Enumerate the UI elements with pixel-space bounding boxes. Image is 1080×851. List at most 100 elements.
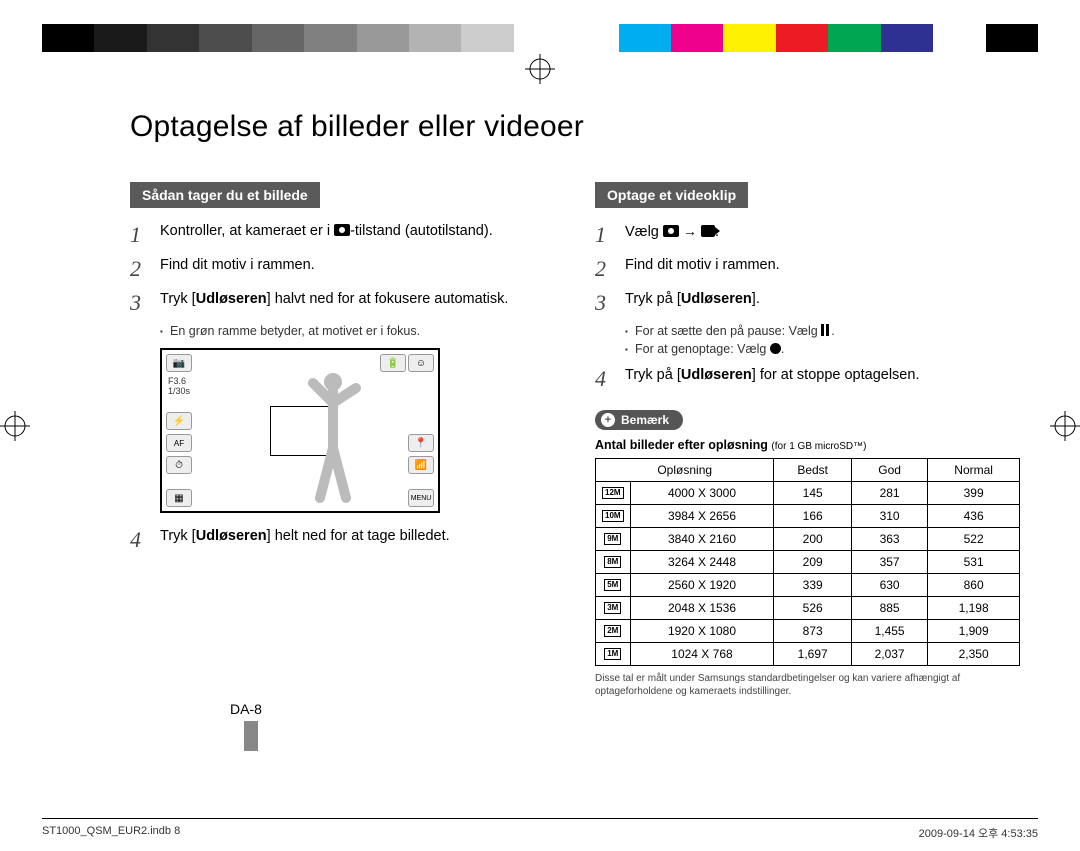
res-badge: 2M (596, 620, 631, 643)
good-count: 1,455 (851, 620, 927, 643)
left-step-1: 1 Kontroller, at kameraet er i -tilstand… (130, 222, 555, 246)
best-count: 166 (774, 505, 852, 528)
shutter-label: 1/30s (168, 386, 190, 396)
calibration-swatch (619, 24, 671, 52)
page-number-bar (244, 721, 258, 751)
print-file: ST1000_QSM_EUR2.indb 8 (42, 825, 180, 841)
table-title: Antal billeder efter opløsning (for 1 GB… (595, 438, 1020, 452)
res-badge: 9M (596, 528, 631, 551)
note-badge: +Bemærk (595, 410, 683, 430)
table-body: 12M4000 X 300014528139910M3984 X 2656166… (596, 482, 1020, 666)
step-body: Kontroller, at kameraet er i -tilstand (… (160, 222, 555, 246)
calibration-swatch (147, 24, 199, 52)
table-row: 1M1024 X 7681,6972,0372,350 (596, 643, 1020, 666)
subject-silhouette (298, 368, 368, 508)
calibration-swatch (933, 24, 985, 52)
res-value: 1024 X 768 (630, 643, 774, 666)
page-number-block: DA-8 (230, 701, 262, 751)
good-count: 630 (851, 574, 927, 597)
res-value: 4000 X 3000 (630, 482, 774, 505)
best-count: 209 (774, 551, 852, 574)
camera-lcd-preview: 📷 F3.6 1/30s ⚡ AF ⏱ ▦ 🔋 ☺ 📍 📶 MENU (160, 348, 440, 513)
calibration-swatch (828, 24, 880, 52)
res-value: 3984 X 2656 (630, 505, 774, 528)
normal-count: 2,350 (928, 643, 1020, 666)
normal-count: 860 (928, 574, 1020, 597)
timer-icon: ⏱ (166, 456, 192, 474)
res-value: 1920 X 1080 (630, 620, 774, 643)
res-badge: 1M (596, 643, 631, 666)
registration-mark-top (525, 54, 555, 84)
calibration-swatch (357, 24, 409, 52)
best-count: 1,697 (774, 643, 852, 666)
step-body: Tryk på [Udløseren] for at stoppe optage… (625, 366, 1020, 390)
video-icon (701, 225, 715, 237)
step-number: 3 (130, 290, 150, 314)
res-value: 3840 X 2160 (630, 528, 774, 551)
calibration-swatch (304, 24, 356, 52)
calibration-swatch (881, 24, 933, 52)
res-badge: 3M (596, 597, 631, 620)
calibration-swatch (723, 24, 775, 52)
col-normal: Normal (928, 459, 1020, 482)
left-step3-bullet: En grøn ramme betyder, at motivet er i f… (160, 324, 555, 338)
wifi-icon: 📶 (408, 456, 434, 474)
col-good: God (851, 459, 927, 482)
table-row: 8M3264 X 2448209357531 (596, 551, 1020, 574)
table-row: 10M3984 X 2656166310436 (596, 505, 1020, 528)
gps-icon: 📍 (408, 434, 434, 452)
registration-mark-left (0, 411, 30, 441)
best-count: 526 (774, 597, 852, 620)
mode-icon: 📷 (166, 354, 192, 372)
normal-count: 399 (928, 482, 1020, 505)
table-header-row: Opløsning Bedst God Normal (596, 459, 1020, 482)
step-body: Vælg → . (625, 222, 1020, 246)
res-badge: 10M (596, 505, 631, 528)
col-best: Bedst (774, 459, 852, 482)
af-icon: AF (166, 434, 192, 452)
table-row: 12M4000 X 3000145281399 (596, 482, 1020, 505)
gallery-icon: ▦ (166, 489, 192, 507)
left-step-3: 3 Tryk [Udløseren] halvt ned for at foku… (130, 290, 555, 314)
res-badge: 8M (596, 551, 631, 574)
plus-icon: + (601, 413, 615, 427)
res-value: 2048 X 1536 (630, 597, 774, 620)
camera-icon (663, 225, 679, 237)
right-step-4: 4 Tryk på [Udløseren] for at stoppe opta… (595, 366, 1020, 390)
registration-mark-right (1050, 411, 1080, 441)
page-content: Optagelse af billeder eller videoer Såda… (130, 110, 1020, 821)
good-count: 885 (851, 597, 927, 620)
res-badge: 5M (596, 574, 631, 597)
step-number: 3 (595, 290, 615, 314)
calibration-color-bar (42, 24, 1038, 52)
right-section-header: Optage et videoklip (595, 182, 748, 208)
normal-count: 1,198 (928, 597, 1020, 620)
calibration-swatch (94, 24, 146, 52)
calibration-swatch (199, 24, 251, 52)
step-number: 2 (595, 256, 615, 280)
left-step-2: 2 Find dit motiv i rammen. (130, 256, 555, 280)
left-step-4: 4 Tryk [Udløseren] helt ned for at tage … (130, 527, 555, 551)
resume-bullet: For at genoptage: Vælg . (625, 342, 1020, 356)
calibration-swatch (986, 24, 1038, 52)
normal-count: 522 (928, 528, 1020, 551)
good-count: 363 (851, 528, 927, 551)
arrow-icon: → (683, 223, 697, 239)
table-row: 2M1920 X 10808731,4551,909 (596, 620, 1020, 643)
record-icon (770, 343, 781, 354)
step-body: Find dit motiv i rammen. (625, 256, 1020, 280)
good-count: 281 (851, 482, 927, 505)
right-step-2: 2 Find dit motiv i rammen. (595, 256, 1020, 280)
left-column: Sådan tager du et billede 1 Kontroller, … (130, 182, 555, 698)
normal-count: 436 (928, 505, 1020, 528)
best-count: 339 (774, 574, 852, 597)
normal-count: 531 (928, 551, 1020, 574)
left-section-header: Sådan tager du et billede (130, 182, 320, 208)
good-count: 310 (851, 505, 927, 528)
calibration-swatch (671, 24, 723, 52)
step-number: 2 (130, 256, 150, 280)
table-disclaimer: Disse tal er målt under Samsungs standar… (595, 672, 1020, 698)
step-number: 4 (130, 527, 150, 551)
step-body: Tryk [Udløseren] helt ned for at tage bi… (160, 527, 555, 551)
best-count: 873 (774, 620, 852, 643)
